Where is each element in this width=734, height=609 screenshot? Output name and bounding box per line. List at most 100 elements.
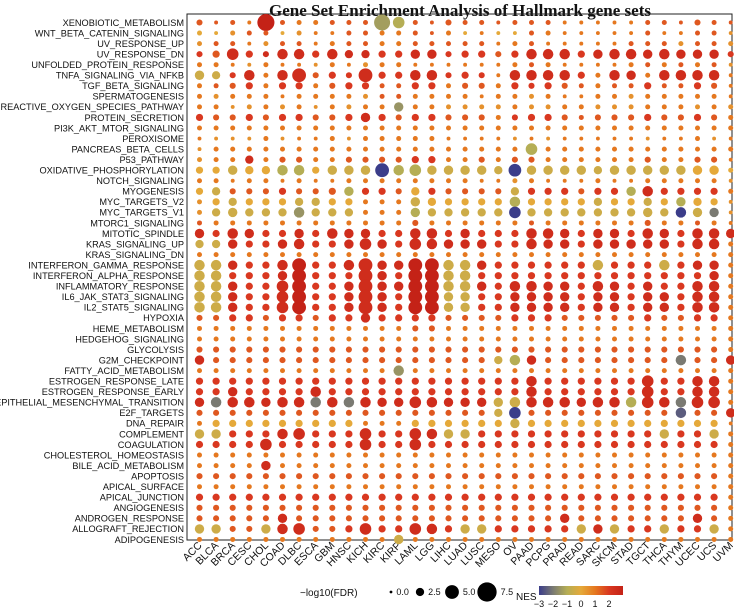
- dot-mark: [728, 294, 734, 300]
- dot-mark: [411, 493, 419, 501]
- dot-mark: [494, 377, 502, 385]
- dot-mark: [645, 136, 650, 141]
- dot-mark: [692, 302, 703, 313]
- dot-mark: [379, 156, 386, 163]
- dot-mark: [228, 292, 238, 302]
- dot-mark: [230, 325, 236, 331]
- dot-mark: [197, 136, 202, 141]
- dot-mark: [479, 20, 485, 25]
- dot-mark: [363, 420, 368, 426]
- dot-mark: [346, 463, 352, 469]
- dot-mark: [677, 430, 685, 438]
- dot-mark: [495, 325, 501, 331]
- dot-mark: [594, 493, 602, 501]
- dot-mark: [246, 368, 252, 374]
- dot-mark: [659, 429, 669, 439]
- dot-mark: [360, 112, 371, 123]
- dot-mark: [379, 409, 386, 416]
- dot-mark: [313, 136, 318, 141]
- dot-mark: [278, 419, 287, 427]
- dot-mark: [395, 357, 402, 364]
- dot-mark: [494, 525, 502, 533]
- dot-mark: [527, 525, 536, 533]
- dot-mark: [292, 279, 306, 294]
- y-axis-labels: XENOBIOTIC_METABOLISMWNT_BETA_CATENIN_SI…: [0, 18, 185, 545]
- dot-mark: [460, 302, 470, 313]
- dot-mark: [292, 289, 306, 304]
- y-tick-label: MTORC1_SIGNALING: [90, 218, 184, 228]
- y-tick-label: P53_PATHWAY: [120, 155, 185, 165]
- dot-mark: [711, 62, 717, 68]
- dot-mark: [345, 515, 352, 522]
- dot-mark: [709, 165, 719, 175]
- dot-mark: [695, 30, 700, 36]
- dot-mark: [678, 536, 684, 542]
- dot-mark: [195, 166, 204, 174]
- dot-mark: [710, 187, 718, 195]
- dot-mark: [659, 292, 669, 302]
- dot-mark: [559, 397, 570, 408]
- dot-mark: [329, 357, 336, 364]
- dot-mark: [678, 252, 684, 258]
- dot-mark: [213, 104, 219, 110]
- dot-mark: [595, 83, 601, 89]
- dot-mark: [246, 357, 253, 364]
- dot-mark: [462, 484, 468, 490]
- dot-mark: [212, 388, 220, 396]
- dot-mark: [362, 156, 369, 163]
- dot-mark: [478, 82, 485, 89]
- dot-mark: [379, 357, 386, 364]
- dot-mark: [511, 114, 518, 121]
- dot-mark: [542, 397, 554, 408]
- dot-mark: [562, 220, 568, 226]
- dot-mark: [712, 136, 717, 141]
- dot-mark: [329, 104, 335, 110]
- dot-mark: [395, 409, 402, 416]
- dot-mark: [628, 473, 635, 480]
- dot-mark: [246, 346, 253, 353]
- dot-mark: [628, 314, 635, 321]
- dot-mark: [408, 279, 423, 294]
- dot-mark: [227, 397, 238, 408]
- dot-mark: [345, 314, 353, 322]
- dot-mark: [661, 463, 667, 469]
- dot-mark: [709, 207, 719, 218]
- dot-mark: [495, 463, 501, 469]
- dot-mark: [212, 50, 220, 58]
- dot-mark: [728, 325, 734, 331]
- dot-mark: [214, 31, 219, 35]
- dot-mark: [262, 357, 269, 364]
- dot-mark: [660, 282, 668, 290]
- dot-mark: [262, 409, 269, 416]
- dot-mark: [296, 188, 303, 195]
- dot-mark: [296, 20, 302, 25]
- dot-mark: [329, 157, 335, 163]
- dot-mark: [644, 409, 651, 416]
- dot-mark: [594, 314, 601, 321]
- dot-mark: [296, 220, 302, 226]
- dot-mark: [661, 409, 668, 416]
- dot-mark: [511, 272, 519, 280]
- dot-mark: [645, 452, 651, 458]
- dot-mark: [678, 104, 684, 110]
- dot-mark: [460, 165, 470, 175]
- dot-mark: [212, 166, 220, 174]
- dot-mark: [312, 188, 319, 195]
- dot-mark: [677, 346, 684, 353]
- dot-mark: [544, 419, 552, 427]
- dot-mark: [245, 261, 253, 269]
- dot-mark: [695, 146, 700, 152]
- dot-mark: [610, 261, 619, 269]
- dot-mark: [196, 314, 203, 321]
- dot-mark: [478, 156, 485, 163]
- dot-mark: [479, 146, 485, 152]
- dot-mark: [196, 19, 203, 26]
- y-tick-label: PI3K_AKT_MTOR_SIGNALING: [54, 123, 184, 133]
- dot-mark: [693, 314, 702, 322]
- dot-mark: [494, 493, 502, 501]
- dot-mark: [313, 178, 318, 183]
- chart-title: Gene Set Enrichment Analysis of Hallmark…: [269, 1, 651, 20]
- dot-mark: [261, 460, 271, 471]
- dot-mark: [378, 430, 386, 438]
- y-tick-label: HEME_METABOLISM: [93, 324, 184, 334]
